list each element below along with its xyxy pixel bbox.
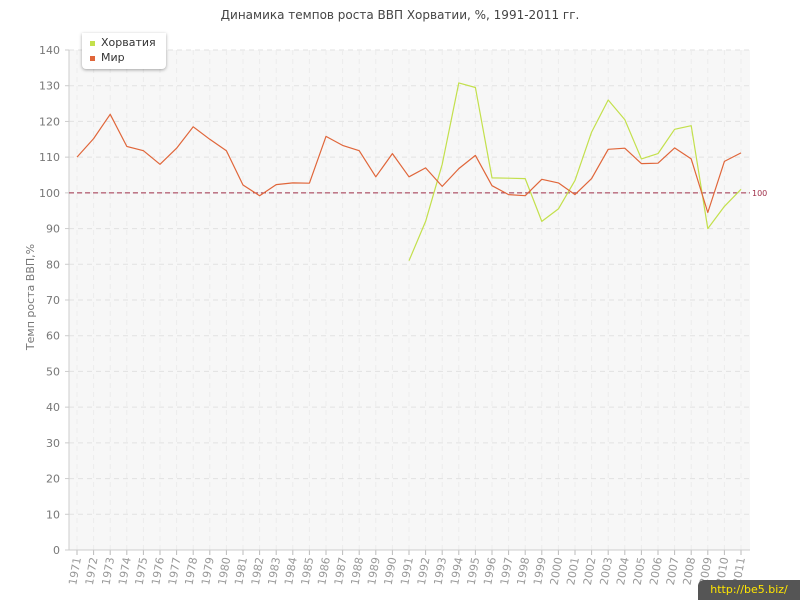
x-tick-label: 1982: [249, 556, 267, 586]
x-tick-label: 1998: [514, 556, 532, 586]
x-tick-label: 1978: [182, 556, 200, 586]
x-tick-label: 1990: [382, 556, 400, 586]
y-tick-label: 80: [46, 258, 60, 271]
x-tick-label: 2010: [714, 556, 732, 586]
x-tick-label: 1974: [116, 556, 134, 586]
y-axis-label: Темп роста ВВП,%: [24, 244, 37, 351]
x-tick-label: 1985: [299, 556, 317, 586]
y-tick-label: 140: [39, 44, 60, 57]
x-tick-label: 1999: [531, 556, 549, 586]
x-tick-label: 1994: [448, 556, 466, 586]
x-tick-label: 2009: [697, 556, 715, 586]
x-tick-label: 2005: [631, 556, 649, 586]
legend-item-world[interactable]: Мир: [90, 51, 125, 65]
x-tick-label: 2007: [664, 556, 682, 586]
y-tick-label: 90: [46, 223, 60, 236]
x-tick-label: 1971: [66, 556, 84, 586]
x-tick-label: 1991: [398, 556, 416, 586]
y-tick-label: 60: [46, 330, 60, 343]
x-tick-label: 2002: [581, 556, 599, 586]
x-tick-label: 1977: [166, 556, 184, 586]
x-tick-label: 2006: [647, 556, 665, 586]
y-tick-label: 30: [46, 437, 60, 450]
x-tick-label: 2008: [680, 556, 698, 586]
x-tick-label: 2004: [614, 556, 632, 586]
x-tick-label: 2001: [564, 556, 582, 586]
x-tick-label: 1996: [481, 556, 499, 586]
y-tick-label: 100: [39, 187, 60, 200]
grid: [69, 49, 750, 551]
reference-line-group: 100: [69, 189, 767, 198]
y-tick-label: 120: [39, 115, 60, 128]
x-tick-label: 1972: [83, 556, 101, 586]
x-tick-label: 1987: [332, 556, 350, 586]
x-tick-label: 1979: [199, 556, 217, 586]
x-tick-label: 1984: [282, 556, 300, 586]
x-tick-label: 1989: [365, 556, 383, 586]
y-tick-label: 40: [46, 401, 60, 414]
x-tick-label: 2011: [730, 556, 748, 586]
y-tick-label: 130: [39, 80, 60, 93]
legend-label-world: Мир: [101, 51, 125, 64]
x-tick-label: 1992: [415, 556, 433, 586]
x-tick-label: 1983: [265, 556, 283, 586]
watermark-link[interactable]: http://be5.biz/: [698, 580, 800, 600]
reference-line-label: 100: [752, 189, 767, 198]
x-tick-label: 1981: [232, 556, 250, 586]
x-tick-label: 1997: [498, 556, 516, 586]
series-lines: [76, 82, 742, 261]
x-tick-label: 1988: [348, 556, 366, 586]
x-tick-label: 1995: [465, 556, 483, 586]
x-tick-label: 1986: [315, 556, 333, 586]
y-tick-label: 0: [53, 544, 60, 557]
x-tick-label: 1976: [149, 556, 167, 586]
chart-title: Динамика темпов роста ВВП Хорватии, %, 1…: [220, 8, 580, 22]
series-line-world: [76, 113, 742, 214]
x-tick-label: 1993: [431, 556, 449, 586]
x-tick-label: 1973: [99, 556, 117, 586]
legend-label-croatia: Хорватия: [101, 36, 156, 49]
legend-item-croatia[interactable]: Хорватия: [90, 36, 156, 50]
legend-swatch-world: [90, 55, 95, 61]
x-tick-label: 1975: [133, 556, 151, 586]
series-line-croatia: [408, 82, 742, 261]
y-tick-label: 110: [39, 151, 60, 164]
x-tick-label: 2000: [548, 556, 566, 586]
legend-swatch-croatia: [90, 40, 95, 46]
legend: Хорватия Мир: [82, 33, 166, 69]
axes: 0102030405060708090100110120130140197119…: [39, 44, 750, 586]
y-tick-label: 70: [46, 294, 60, 307]
x-tick-label: 2003: [597, 556, 615, 586]
y-tick-label: 20: [46, 473, 60, 486]
y-tick-label: 50: [46, 365, 60, 378]
y-tick-label: 10: [46, 508, 60, 521]
x-tick-label: 1980: [216, 556, 234, 586]
